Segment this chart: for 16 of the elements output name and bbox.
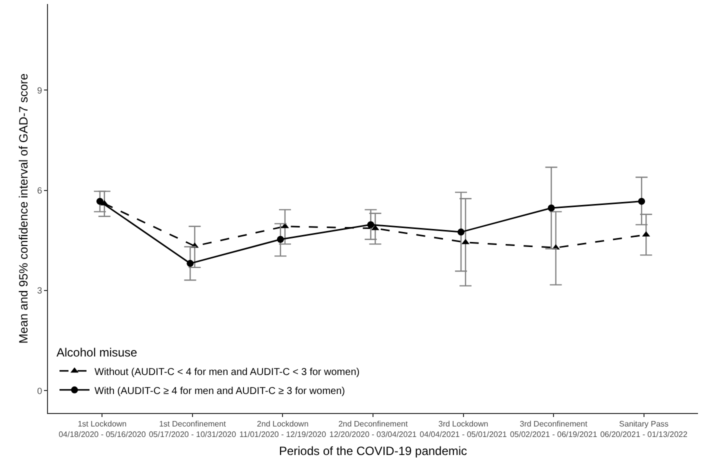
x-tick-label: 3rd Deconfinement 05/02/2021 - 06/19/2021 xyxy=(510,420,598,439)
legend-label: Without (AUDIT-C < 4 for men and AUDIT-C < 3 for women) xyxy=(94,366,360,378)
y-tick-label: 9 xyxy=(37,85,42,96)
x-tick-label: 2nd Lockdown 11/01/2020 - 12/19/2020 xyxy=(239,420,327,439)
x-tick-label: Sanitary Pass 06/20/2021 - 01/13/2022 xyxy=(600,420,688,439)
x-tick-label: 2nd Deconfinement 12/20/2020 - 03/04/2021 xyxy=(329,420,418,439)
legend-title: Alcohol misuse xyxy=(56,345,138,360)
y-tick-label: 0 xyxy=(37,386,42,396)
x-tick-label: 1st Deconfinement 05/17/2020 - 10/31/2020 xyxy=(148,420,237,439)
y-tick-label: 3 xyxy=(37,286,42,296)
y-axis-title: Mean and 95% confidence interval of GAD-7 score xyxy=(16,73,30,344)
x-tick-label: 1st Lockdown 04/18/2020 - 05/16/2020 xyxy=(58,420,146,439)
y-tick-label: 6 xyxy=(37,185,42,196)
x-tick-label: 3rd Lockdown 04/04/2021 - 05/01/2021 xyxy=(420,420,508,439)
x-axis-title: Periods of the COVID-19 pandemic xyxy=(278,444,468,458)
legend-label: With (AUDIT-C ≥ 4 for men and AUDIT-C ≥ 3 for women) xyxy=(94,386,345,397)
